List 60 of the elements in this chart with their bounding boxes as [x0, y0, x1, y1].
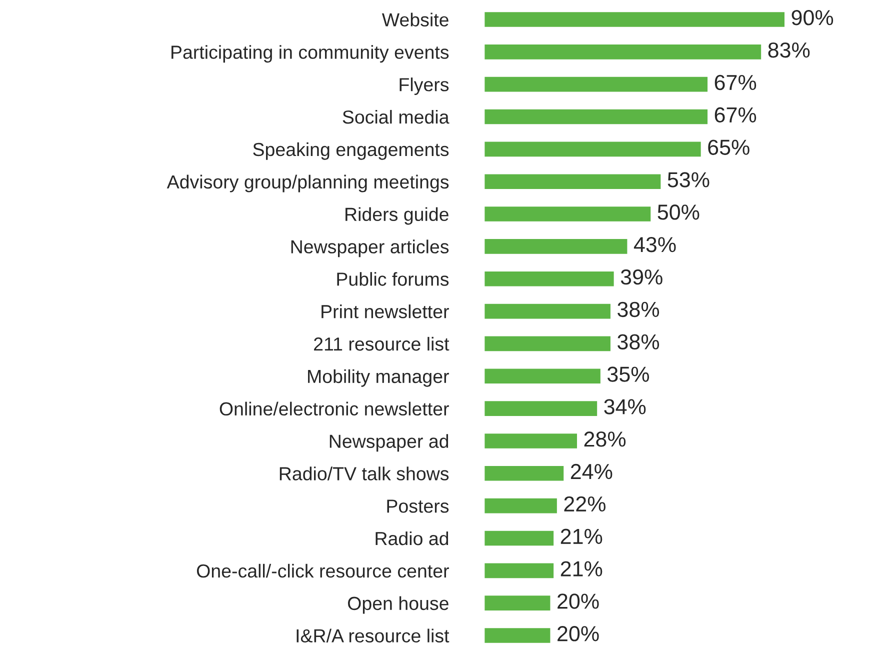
data-label: 83%: [768, 42, 810, 58]
y-tick-label: Mobility manager: [308, 369, 449, 387]
y-tick-label: Online/electronic newsletter: [220, 402, 449, 416]
y-tick-label: Posters: [387, 500, 449, 513]
data-label: 38%: [618, 302, 660, 318]
y-tick-label: Advisory group/planning meetings: [166, 174, 449, 192]
bar: [484, 140, 702, 158]
bar: [484, 497, 558, 515]
bar: [484, 108, 709, 126]
data-label: 20%: [558, 626, 599, 642]
data-label: 50%: [658, 204, 700, 220]
bar: [484, 367, 602, 385]
bar: [484, 270, 616, 288]
y-tick-label: Newspaper articles: [291, 240, 449, 258]
bar: [484, 172, 662, 190]
y-tick-label: Radio/TV talk shows: [280, 466, 449, 480]
bar: [484, 626, 552, 644]
y-tick-label: One-call/-click resource center: [196, 564, 449, 578]
data-label: 22%: [564, 496, 606, 512]
y-tick-label: Open house: [348, 596, 448, 614]
bar: [484, 334, 612, 353]
y-tick-label: Print newsletter: [322, 304, 449, 318]
bar: [484, 529, 555, 548]
y-tick-label: Riders guide: [346, 207, 448, 225]
data-label: 21%: [560, 528, 602, 544]
data-label: 43%: [634, 236, 676, 252]
y-tick-label: I&R/A resource list: [296, 628, 450, 642]
y-tick-label: Flyers: [400, 78, 449, 96]
data-label: 28%: [584, 432, 626, 447]
y-tick-label: Speaking engagements: [253, 142, 449, 160]
data-label: 20%: [558, 594, 599, 609]
data-label: 67%: [714, 74, 756, 90]
data-label: 39%: [620, 269, 662, 285]
data-label: 90%: [792, 10, 834, 26]
y-tick-label: Public forums: [337, 272, 449, 286]
data-label: 38%: [618, 334, 660, 350]
bar: [484, 400, 598, 418]
data-label: 67%: [714, 107, 756, 123]
bar: [484, 76, 709, 94]
bar: [484, 432, 578, 450]
y-tick-label: Newspaper ad: [330, 434, 448, 452]
bar: [484, 594, 552, 612]
bar: [484, 464, 566, 482]
y-tick-label: Radio ad: [376, 531, 448, 546]
y-tick-label: 211 resource list: [314, 336, 450, 351]
data-label: 24%: [570, 464, 612, 480]
bar: [484, 10, 786, 28]
data-label: 21%: [560, 561, 602, 576]
bar: [484, 238, 629, 256]
y-tick-label: Website: [382, 12, 448, 26]
data-label: 35%: [608, 366, 650, 382]
bar: [484, 205, 652, 223]
data-label: 34%: [604, 399, 646, 414]
bar: [484, 43, 762, 61]
data-label: 65%: [708, 140, 750, 155]
y-tick-label: Social media: [342, 110, 450, 124]
y-tick-label: Participating in community events: [172, 45, 449, 63]
bar: [484, 302, 612, 320]
bar: [484, 562, 555, 580]
data-label: 53%: [668, 172, 710, 188]
